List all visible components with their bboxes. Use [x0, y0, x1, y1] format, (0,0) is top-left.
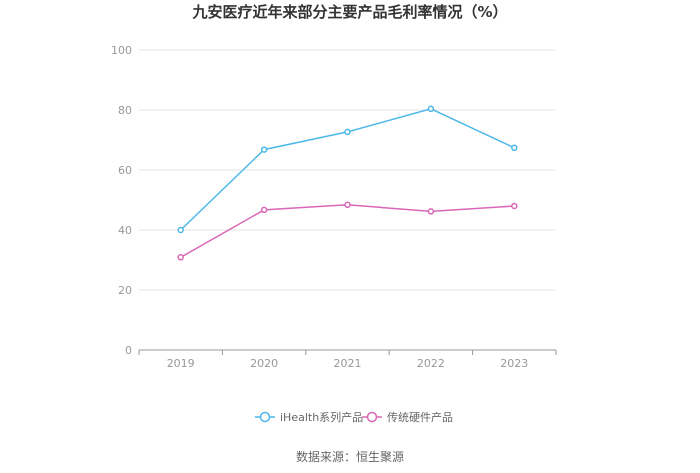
data-point[interactable] — [177, 226, 184, 234]
data-point[interactable] — [511, 144, 518, 152]
y-tick-label: 0 — [125, 344, 132, 357]
y-tick-label: 20 — [118, 284, 132, 297]
series-group — [177, 105, 518, 261]
legend: iHealth系列产品 传统硬件产品 — [255, 410, 453, 424]
data-point[interactable] — [427, 105, 435, 113]
y-tick-label: 100 — [111, 44, 132, 57]
x-tick-label: 2021 — [334, 357, 362, 370]
legend-label-ihealth: iHealth系列产品 — [280, 410, 363, 424]
x-tick-label: 2019 — [167, 357, 195, 370]
x-tick-label: 2020 — [250, 357, 278, 370]
x-tick-label: 2022 — [417, 357, 445, 370]
x-axis-ticks: 2019 2020 2021 2022 2023 — [138, 350, 557, 370]
data-point[interactable] — [177, 254, 184, 261]
series-line-0 — [180, 108, 515, 231]
series-line-1 — [180, 204, 515, 258]
y-tick-label: 80 — [118, 104, 132, 117]
legend-label-traditional: 传统硬件产品 — [387, 410, 453, 424]
legend-marker-ihealth — [259, 411, 271, 423]
data-source: 数据来源：恒生聚源 — [296, 449, 404, 464]
y-tick-label: 40 — [118, 224, 132, 237]
data-point[interactable] — [427, 208, 435, 215]
gridlines — [139, 49, 556, 291]
y-axis-ticks: 0 20 40 60 80 100 — [111, 44, 132, 357]
data-point[interactable] — [344, 201, 351, 209]
x-tick-label: 2023 — [500, 357, 528, 370]
data-point[interactable] — [344, 128, 351, 136]
y-tick-label: 60 — [118, 164, 132, 177]
legend-marker-traditional — [366, 411, 378, 423]
data-point[interactable] — [260, 146, 268, 153]
legend-item-ihealth[interactable]: iHealth系列产品 — [255, 410, 363, 424]
data-point[interactable] — [511, 202, 518, 210]
data-point[interactable] — [260, 206, 268, 214]
chart-title: 九安医疗近年来部分主要产品毛利率情况（%） — [191, 3, 507, 21]
legend-item-traditional[interactable]: 传统硬件产品 — [362, 410, 453, 424]
